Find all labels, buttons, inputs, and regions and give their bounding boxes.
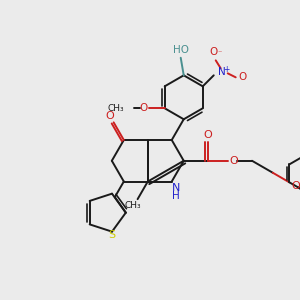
Text: O: O [230,156,239,166]
Text: +: + [224,65,230,74]
Text: CH₃: CH₃ [125,201,141,210]
Text: O: O [106,111,115,121]
Text: N: N [218,67,226,77]
Text: O: O [210,47,218,57]
Text: O: O [139,103,148,113]
Text: ⁻: ⁻ [218,48,222,57]
Text: O: O [203,130,212,140]
Text: S: S [109,230,116,240]
Text: HO: HO [173,45,189,55]
Text: H: H [172,190,180,200]
Text: O: O [291,181,300,191]
Text: O: O [238,72,247,82]
Text: CH₃: CH₃ [107,104,124,113]
Text: N: N [172,182,180,193]
